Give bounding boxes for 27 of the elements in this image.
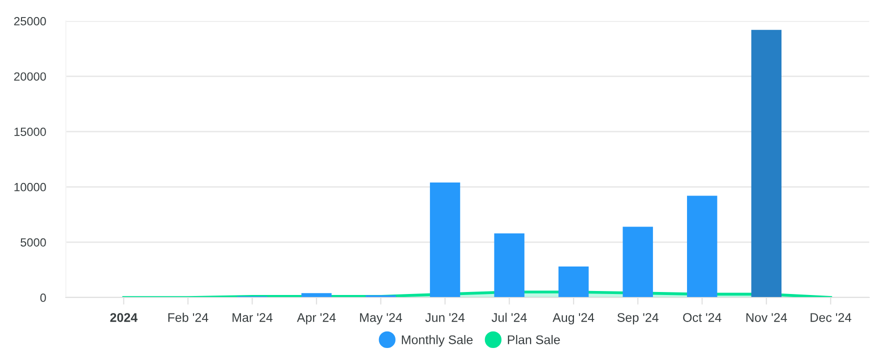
legend-label: Monthly Sale xyxy=(402,335,473,347)
bar xyxy=(301,293,332,298)
legend-label: Plan Sale xyxy=(508,335,560,344)
x-tick-label: Jul '24 xyxy=(492,312,527,322)
x-tick-label: 2024 xyxy=(110,313,138,322)
bar xyxy=(494,233,524,298)
x-tick-label: Sep '24 xyxy=(617,313,658,324)
y-tick-label: 25000 xyxy=(14,17,46,26)
y-tick-label: 5000 xyxy=(20,238,46,247)
bar xyxy=(558,266,589,298)
y-tick-label: 20000 xyxy=(14,72,46,81)
bar xyxy=(430,182,460,298)
x-tick-label: Aug '24 xyxy=(552,313,594,324)
y-tick-label: 10000 xyxy=(14,182,46,192)
x-tick-label: Feb '24 xyxy=(168,312,208,322)
bar xyxy=(751,30,782,298)
y-tick-label: 15000 xyxy=(14,128,46,136)
x-tick-label: Jun '24 xyxy=(425,313,465,322)
y-tick-label: 0 xyxy=(40,294,46,302)
x-tick-label: Dec '24 xyxy=(810,313,852,322)
x-tick-label: Oct '24 xyxy=(683,313,722,322)
x-tick-label: Nov '24 xyxy=(746,313,788,322)
x-tick-label: Mar '24 xyxy=(232,313,273,322)
bar xyxy=(687,196,718,298)
x-tick-label: May '24 xyxy=(360,313,402,324)
bar xyxy=(622,226,653,298)
x-tick-label: Apr '24 xyxy=(296,313,336,324)
